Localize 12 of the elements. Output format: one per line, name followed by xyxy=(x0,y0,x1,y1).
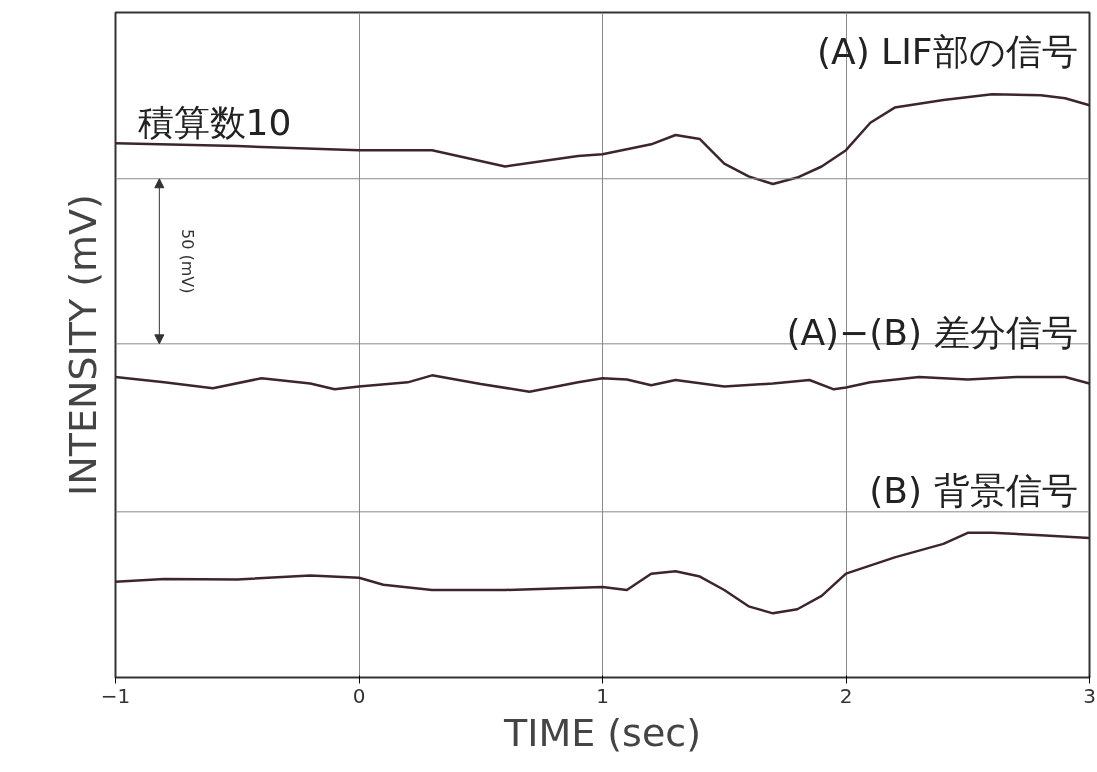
annotation: 50 (mV) xyxy=(177,229,197,294)
x-tick-label: 2 xyxy=(839,683,853,708)
x-tick-label: 1 xyxy=(596,683,609,708)
series-label: (A) LIF部の信号 xyxy=(816,31,1078,73)
annotation: 積算数10 xyxy=(137,101,292,143)
series-label: (B) 背景信号 xyxy=(869,469,1078,511)
x-tick-label: 3 xyxy=(1083,683,1096,708)
x-tick-label: 0 xyxy=(352,683,366,708)
series-label: (A)−(B) 差分信号 xyxy=(786,312,1078,354)
x-tick-label: −1 xyxy=(100,683,131,708)
x-axis-title: TIME (sec) xyxy=(502,710,702,755)
y-axis-title: INTENSITY (mV) xyxy=(60,194,105,496)
